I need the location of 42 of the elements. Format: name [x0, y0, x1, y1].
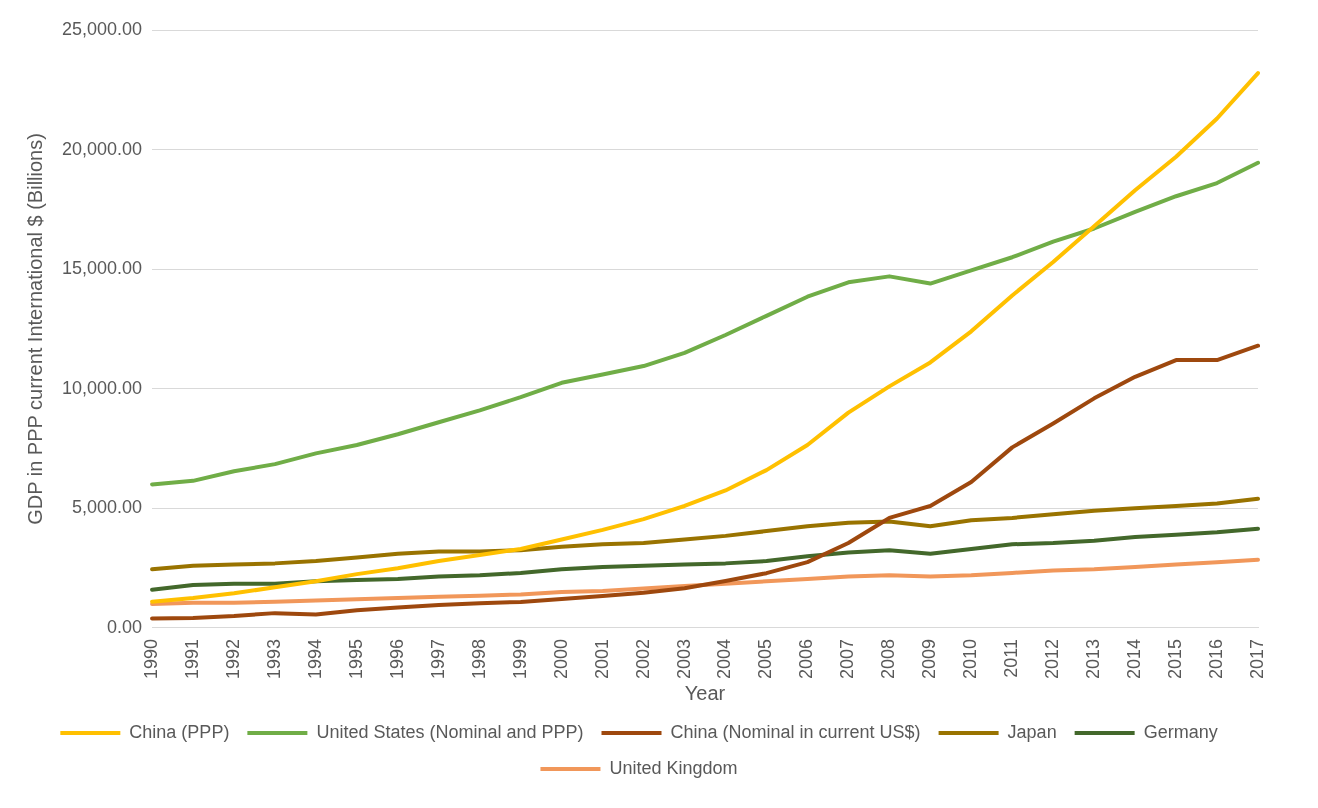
x-tick-label: 2014 [1124, 638, 1145, 679]
x-tick-label: 2009 [919, 638, 940, 679]
legend-label: China (PPP) [129, 721, 230, 742]
y-tick-label: 5,000.00 [72, 497, 143, 518]
y-tick-label: 20,000.00 [62, 138, 143, 159]
x-tick-label: 2013 [1083, 638, 1104, 679]
x-tick-label: 2011 [1001, 638, 1022, 678]
x-tick-label: 1995 [345, 638, 366, 679]
x-tick-label: 1996 [386, 638, 407, 679]
legend-label: United States (Nominal and PPP) [316, 721, 584, 742]
x-tick-label: 2007 [837, 638, 858, 679]
legend-label: United Kingdom [609, 757, 738, 778]
x-tick-label: 2003 [673, 638, 694, 679]
x-tick-label: 2015 [1165, 638, 1186, 679]
x-tick-label: 1991 [182, 638, 203, 679]
x-tick-label: 2002 [632, 638, 653, 679]
x-tick-label: 2016 [1206, 638, 1227, 679]
x-tick-label: 2006 [796, 638, 817, 679]
x-tick-label: 2012 [1042, 638, 1063, 679]
x-tick-label: 1990 [141, 638, 162, 679]
x-tick-label: 2001 [591, 638, 612, 679]
y-tick-label: 25,000.00 [62, 18, 143, 39]
y-tick-label: 15,000.00 [62, 258, 143, 279]
y-tick-label: 10,000.00 [62, 377, 143, 398]
x-tick-label: 1998 [468, 638, 489, 679]
x-tick-label: 1997 [427, 638, 448, 679]
x-tick-label: 1992 [222, 638, 243, 679]
x-tick-label: 2000 [550, 638, 571, 679]
x-tick-label: 2010 [960, 638, 981, 679]
x-axis-title: Year [684, 681, 726, 704]
x-tick-label: 2017 [1246, 638, 1267, 679]
x-tick-label: 2008 [878, 638, 899, 679]
x-tick-label: 1994 [304, 638, 325, 679]
legend-label: Germany [1143, 721, 1218, 742]
x-tick-label: 1999 [509, 638, 530, 679]
x-tick-label: 2004 [714, 638, 735, 679]
y-axis-title: GDP in PPP current International $ (Billions) [23, 133, 46, 525]
legend-label: Japan [1007, 721, 1057, 742]
x-tick-label: 2005 [755, 638, 776, 679]
x-tick-label: 1993 [263, 638, 284, 679]
y-tick-label: 0.00 [107, 616, 143, 637]
legend-label: China (Nominal in current US$) [670, 721, 921, 742]
